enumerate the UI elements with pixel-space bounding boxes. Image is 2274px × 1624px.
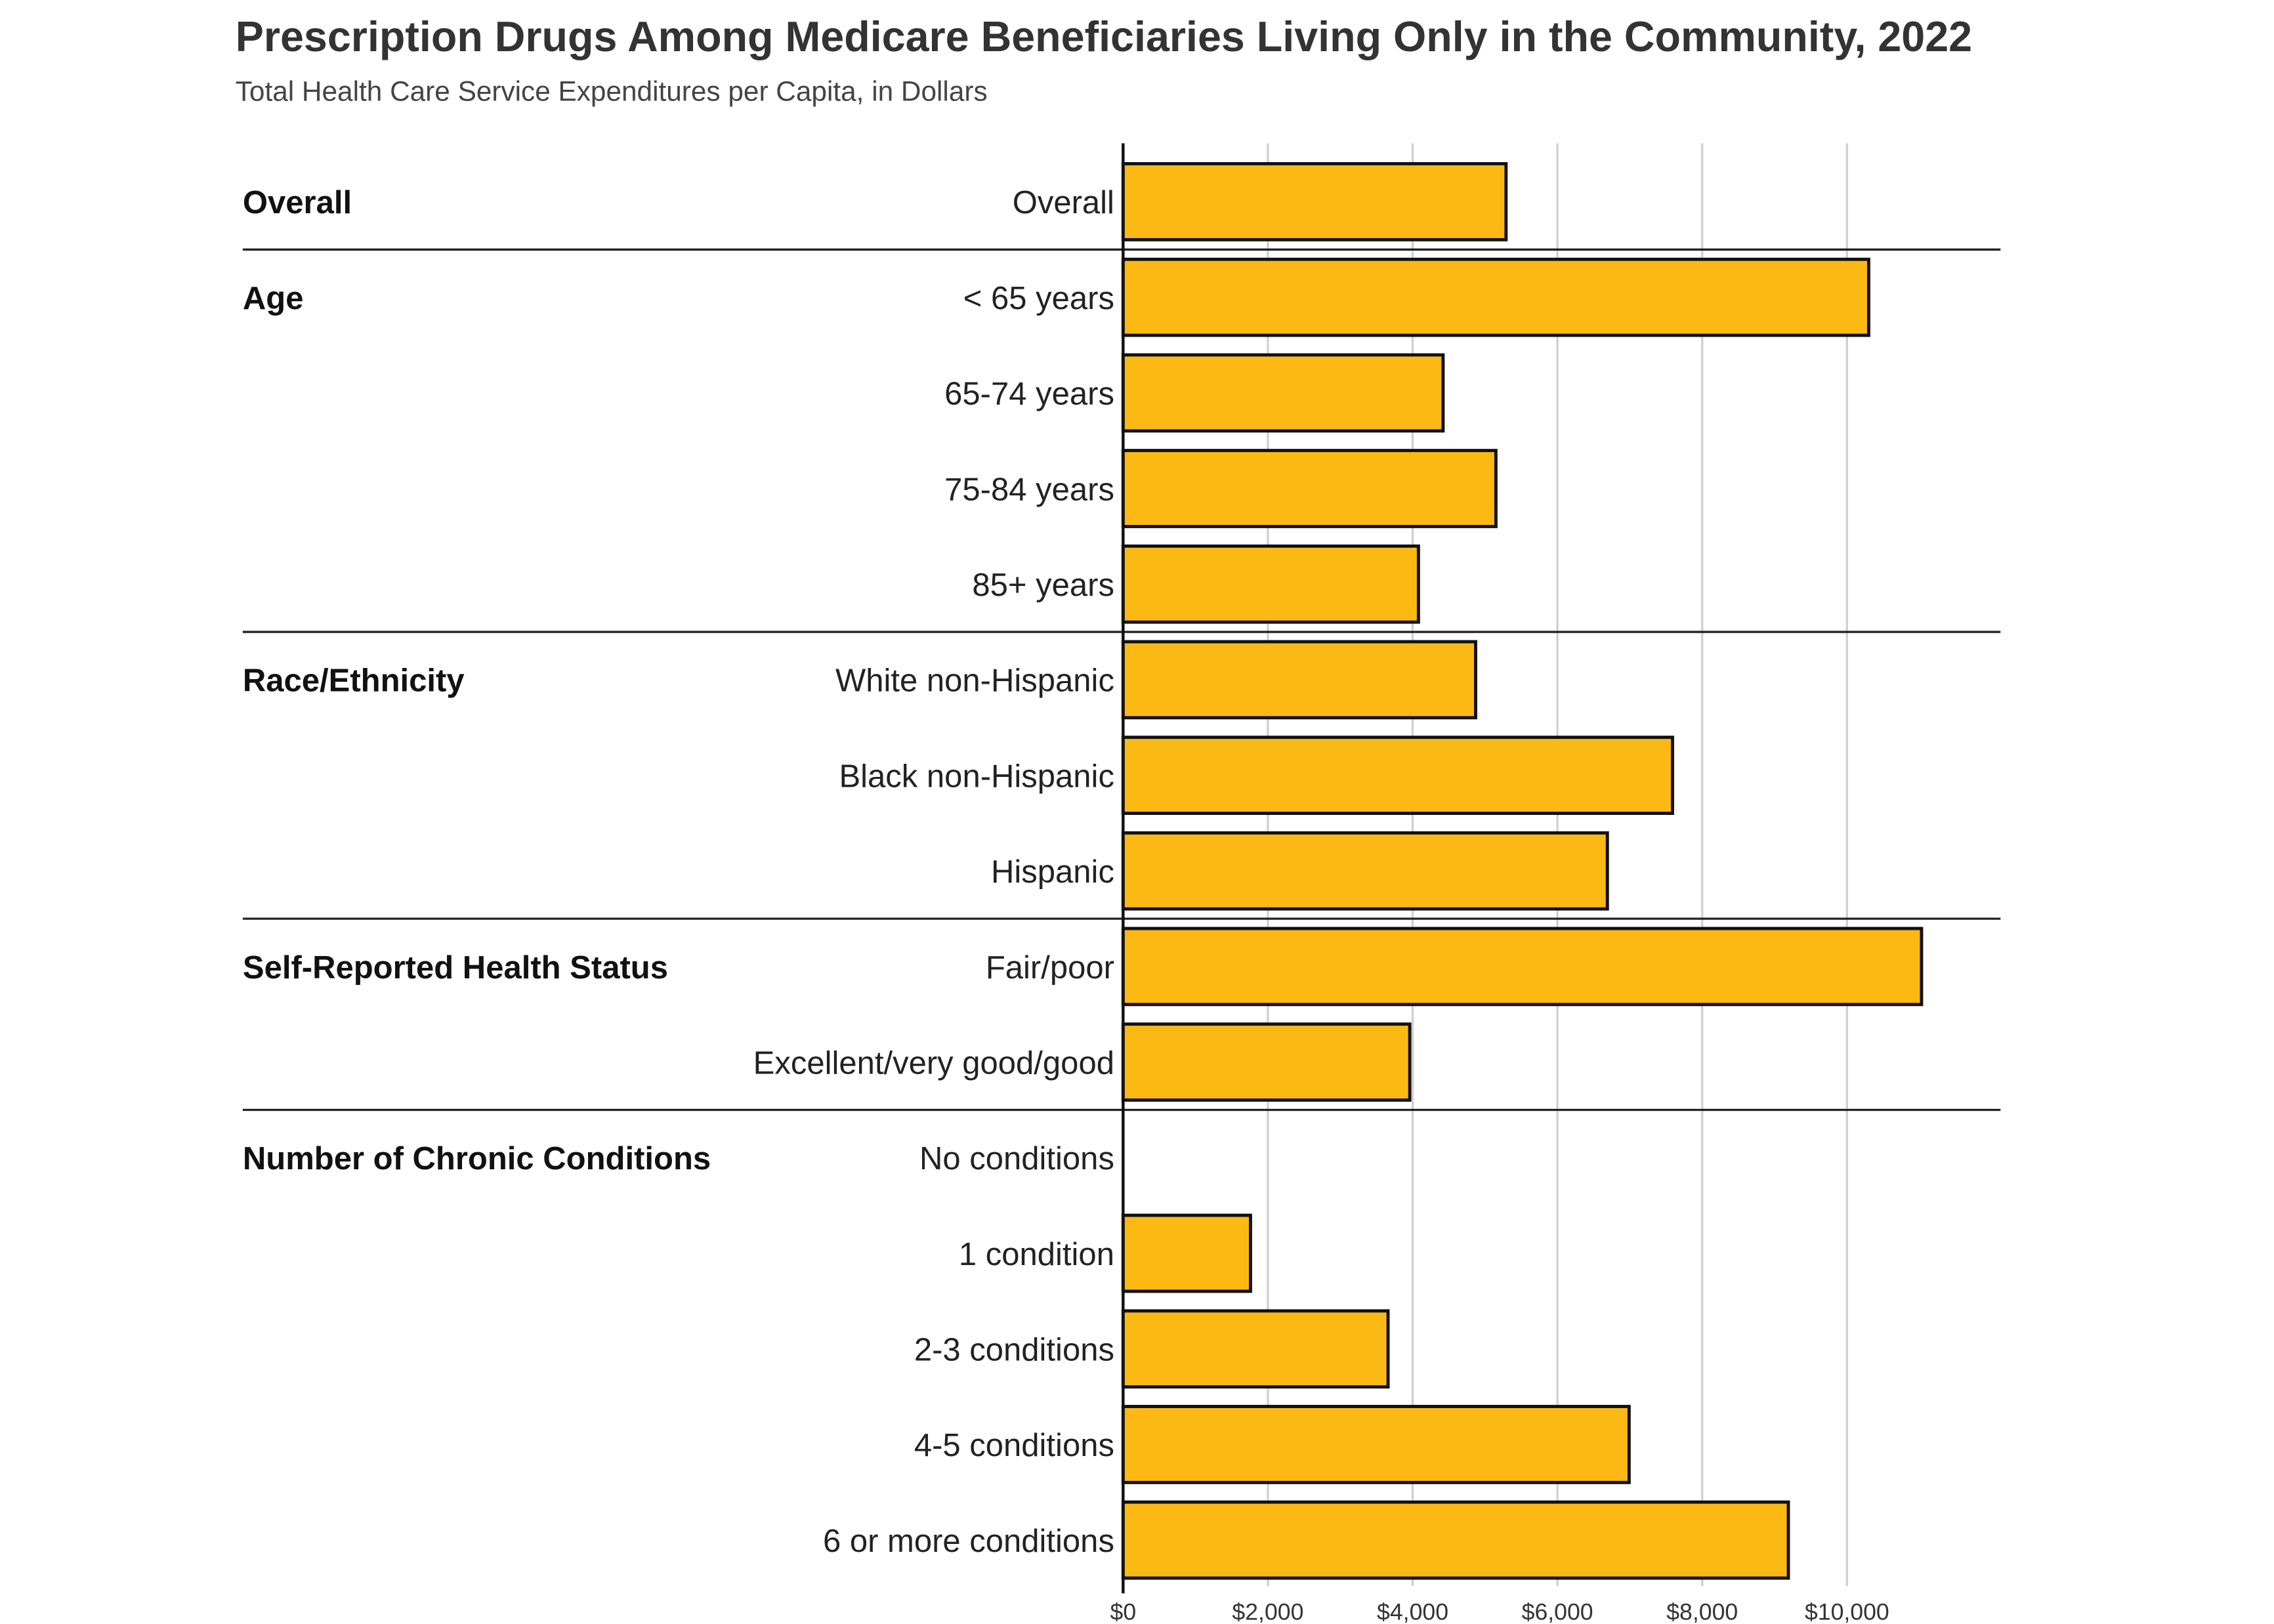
group-label: Overall xyxy=(243,185,352,220)
group-label: Race/Ethnicity xyxy=(243,663,465,699)
bar xyxy=(1121,1405,1631,1484)
group-label: Number of Chronic Conditions xyxy=(243,1141,711,1176)
bar xyxy=(1121,162,1508,241)
category-label: Excellent/very good/good xyxy=(753,1045,1114,1081)
chart-title: Prescription Drugs Among Medicare Benefi… xyxy=(236,13,1972,60)
bar xyxy=(1121,927,1924,1007)
chart-subtitle: Total Health Care Service Expenditures p… xyxy=(236,76,988,107)
category-label: 65-74 years xyxy=(944,377,1114,412)
x-axis-ticks: $0 $2,000 $4,000 $6,000 $8,000 $10,000 xyxy=(1110,1598,1889,1624)
bar xyxy=(1121,353,1445,433)
bar xyxy=(1121,449,1498,528)
category-label: < 65 years xyxy=(963,281,1114,316)
x-tick-label: $6,000 xyxy=(1522,1598,1593,1624)
x-tick-label: $0 xyxy=(1110,1598,1137,1624)
category-label: Hispanic xyxy=(991,854,1114,890)
category-label: Black non-Hispanic xyxy=(839,759,1114,794)
category-label: 1 condition xyxy=(959,1237,1114,1272)
x-tick-label: $2,000 xyxy=(1232,1598,1303,1624)
bar xyxy=(1121,257,1870,337)
category-label: 85+ years xyxy=(972,568,1114,603)
x-tick-label: $10,000 xyxy=(1805,1598,1889,1624)
bar xyxy=(1121,1500,1790,1580)
bar xyxy=(1121,1022,1412,1102)
category-label: Fair/poor xyxy=(986,950,1114,986)
category-label: Overall xyxy=(1013,185,1114,220)
bar xyxy=(1121,544,1420,624)
category-label: 75-84 years xyxy=(944,472,1114,507)
group-label: Age xyxy=(243,281,304,316)
group-label: Self-Reported Health Status xyxy=(243,950,668,986)
bar xyxy=(1121,736,1674,815)
category-label: 4-5 conditions xyxy=(914,1428,1114,1463)
category-label: White non-Hispanic xyxy=(835,663,1114,699)
bars xyxy=(1121,162,1924,1580)
category-label: 2-3 conditions xyxy=(914,1333,1114,1368)
x-tick-label: $4,000 xyxy=(1377,1598,1448,1624)
category-labels: Overall Overall Age < 65 years 65-74 years 75… xyxy=(243,185,1114,1559)
bar xyxy=(1121,1309,1390,1389)
category-label: 6 or more conditions xyxy=(823,1524,1114,1559)
category-label: No conditions xyxy=(919,1141,1114,1176)
bar xyxy=(1121,640,1477,720)
x-tick-label: $8,000 xyxy=(1666,1598,1738,1624)
bar xyxy=(1121,1213,1252,1293)
bar xyxy=(1121,831,1609,911)
